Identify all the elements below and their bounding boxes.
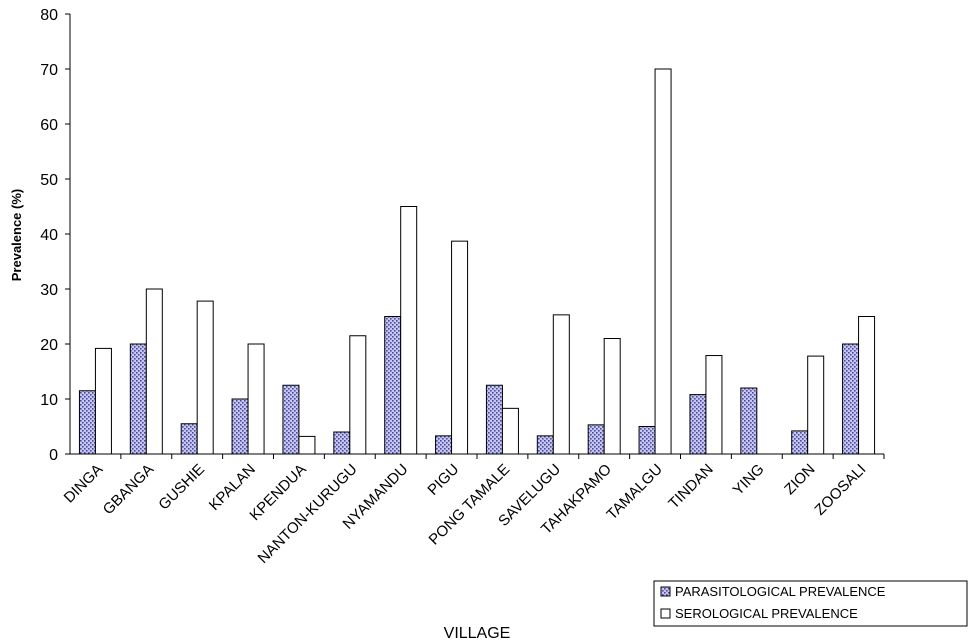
y-axis: 0 10 20 30 40 50 60 70 80 (40, 7, 70, 464)
y-tick-label: 80 (40, 7, 58, 24)
parasitological-bar-gbanga (129, 343, 147, 455)
legend-swatch-parasitological (660, 586, 671, 597)
serological-bar-nyamandu (400, 206, 418, 455)
serological-bar-savelugu (552, 314, 570, 455)
parasitological-bar-tahakpamo (587, 424, 605, 455)
legend-swatch-serological (660, 608, 671, 619)
x-category-label: ZOOSALI (811, 461, 869, 519)
x-category-label: YING (730, 461, 768, 499)
y-tick-label: 50 (40, 172, 58, 189)
y-tick-label: 40 (40, 227, 58, 244)
y-tick-label: 0 (49, 447, 58, 464)
serological-bar-nanton-kurugu (349, 335, 367, 455)
serological-bar-zion (807, 355, 825, 455)
parasitological-bar-nanton-kurugu (333, 431, 351, 455)
x-category-label: PIGU (424, 461, 462, 499)
y-tick-label: 10 (40, 392, 58, 409)
y-tick-label: 70 (40, 62, 58, 79)
parasitological-bar-nyamandu (384, 316, 402, 455)
legend-label-parasitological: PARASITOLOGICAL PREVALENCE (675, 584, 886, 599)
serological-bar-pong-tamale (501, 407, 519, 455)
serological-bar-kpalan (247, 343, 265, 455)
y-axis-title: Prevalence (%) (9, 189, 24, 282)
serological-bar-gushie (196, 300, 214, 455)
x-axis: DINGAGBANGAGUSHIEKPALANKPENDUANANTON-KUR… (61, 454, 885, 567)
parasitological-bar-gushie (180, 423, 198, 455)
x-category-label: TINDAN (665, 461, 717, 513)
bars-group (78, 68, 876, 455)
parasitological-bar-savelugu (536, 435, 554, 455)
parasitological-bar-ying (740, 387, 758, 455)
serological-bar-tindan (705, 355, 723, 455)
legend: PARASITOLOGICAL PREVALENCE SEROLOGICAL P… (653, 580, 968, 627)
y-tick-label: 20 (40, 337, 58, 354)
parasitological-bar-dinga (78, 390, 96, 455)
serological-bar-pigu (451, 240, 469, 455)
x-category-label: GUSHIE (155, 461, 208, 514)
parasitological-bar-zion (791, 430, 809, 455)
serological-bar-kpendua (298, 435, 316, 455)
x-axis-title: VILLAGE (444, 625, 511, 642)
parasitological-bar-tamalgu (638, 426, 656, 455)
y-tick-label: 60 (40, 117, 58, 134)
legend-label-serological: SEROLOGICAL PREVALENCE (675, 606, 858, 621)
serological-bar-gbanga (145, 288, 163, 455)
legend-border (653, 580, 968, 627)
x-category-label: GBANGA (100, 461, 157, 518)
x-category-label: NANTON-KURUGU (255, 461, 361, 567)
y-tick-label: 30 (40, 282, 58, 299)
x-category-label: DINGA (61, 461, 107, 507)
serological-bar-dinga (94, 347, 112, 455)
serological-bar-tamalgu (654, 68, 672, 455)
parasitological-bar-pigu (435, 435, 453, 455)
parasitological-bar-tindan (689, 394, 707, 455)
serological-bar-tahakpamo (603, 338, 621, 455)
x-category-label: TAMALGU (603, 461, 666, 524)
serological-bar-zoosali (858, 316, 876, 455)
x-category-label: ZION (781, 461, 818, 498)
parasitological-bar-kpendua (282, 384, 300, 455)
x-category-label: KPALAN (206, 461, 259, 514)
parasitological-bar-pong-tamale (485, 384, 503, 455)
parasitological-bar-zoosali (842, 343, 860, 455)
parasitological-bar-kpalan (231, 398, 249, 455)
